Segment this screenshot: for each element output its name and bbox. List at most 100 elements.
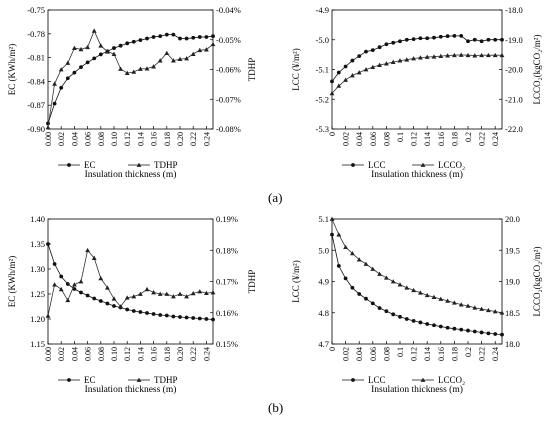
data-point bbox=[397, 58, 403, 63]
data-point bbox=[445, 325, 450, 330]
data-point bbox=[466, 39, 470, 44]
data-point bbox=[452, 326, 457, 331]
y-tick-label: 1.25 bbox=[30, 289, 45, 299]
data-point bbox=[85, 44, 90, 50]
data-point bbox=[177, 56, 183, 62]
data-point bbox=[486, 307, 491, 313]
data-point bbox=[493, 332, 498, 336]
x-tick-label: 0.10 bbox=[110, 347, 119, 361]
data-point bbox=[105, 285, 110, 290]
y-tick-label: -4.9 bbox=[316, 5, 329, 15]
data-point bbox=[151, 290, 156, 295]
data-point bbox=[424, 292, 430, 298]
y-tick-label: 1.15 bbox=[30, 339, 45, 349]
x-tick-label: 0.22 bbox=[478, 132, 487, 146]
legend-marker bbox=[136, 162, 142, 167]
data-point bbox=[98, 299, 103, 303]
data-point bbox=[397, 282, 403, 287]
data-point bbox=[350, 58, 355, 63]
data-point bbox=[391, 40, 396, 45]
data-point bbox=[210, 41, 216, 47]
data-point bbox=[111, 296, 117, 301]
data-point bbox=[356, 257, 362, 262]
data-point bbox=[350, 73, 355, 78]
data-point bbox=[458, 302, 464, 307]
data-point bbox=[197, 316, 202, 321]
data-point bbox=[452, 52, 457, 58]
data-point bbox=[65, 297, 71, 303]
data-point bbox=[336, 83, 342, 88]
x-tick-label: 0.18 bbox=[163, 132, 172, 146]
data-point bbox=[445, 34, 450, 39]
series-LCCO₂ bbox=[329, 52, 505, 96]
data-point bbox=[377, 271, 382, 276]
y-tick-label: 1.35 bbox=[30, 239, 45, 249]
plot-frame bbox=[331, 218, 503, 345]
x-tick-label: 0.02 bbox=[342, 347, 351, 361]
data-point bbox=[45, 313, 51, 318]
data-point bbox=[79, 290, 83, 295]
data-point bbox=[131, 309, 136, 313]
x-tick-label: 0.04 bbox=[355, 347, 364, 361]
x-tick-label: 0.06 bbox=[84, 347, 93, 361]
y-tick-label: 1.40 bbox=[30, 214, 45, 224]
data-point bbox=[178, 315, 182, 319]
data-point bbox=[138, 38, 143, 43]
data-point bbox=[58, 286, 64, 292]
data-point bbox=[418, 290, 423, 295]
data-point bbox=[112, 46, 116, 50]
data-point bbox=[125, 307, 130, 312]
data-point bbox=[336, 232, 342, 237]
y-tick-label: -0.81 bbox=[27, 53, 45, 63]
data-point bbox=[445, 53, 450, 58]
data-point bbox=[118, 66, 123, 71]
data-point bbox=[131, 294, 137, 299]
y-tick-label: -5.2 bbox=[316, 94, 329, 104]
data-point bbox=[145, 36, 149, 41]
x-tick-label: 0.24 bbox=[491, 132, 500, 146]
data-point bbox=[105, 301, 110, 306]
data-point bbox=[499, 310, 505, 315]
y2-tick-label: 19.0 bbox=[505, 277, 520, 287]
panel-label-a: (a) bbox=[268, 190, 283, 205]
data-point bbox=[418, 36, 423, 41]
x-tick-label: 0.08 bbox=[97, 132, 106, 146]
data-point bbox=[486, 331, 491, 336]
x-tick-label: 0.20 bbox=[176, 347, 185, 361]
data-point bbox=[377, 45, 382, 50]
x-tick-label: 0.10 bbox=[110, 132, 119, 146]
data-point bbox=[370, 48, 375, 53]
x-axis-label: Insulation thickness (m) bbox=[371, 169, 463, 180]
legend-label: LCC bbox=[368, 160, 386, 170]
series-line bbox=[331, 218, 503, 314]
data-point bbox=[343, 276, 348, 281]
y-tick-label: -5.3 bbox=[316, 124, 329, 134]
data-point bbox=[65, 282, 70, 286]
data-point bbox=[85, 293, 90, 298]
y2-tick-label: 18.5 bbox=[505, 308, 520, 318]
chart-a-left: -0.75 -0.78 -0.81 -0.84 -0.87 -0.90 -0.04% -0.0… bbox=[7, 5, 257, 180]
data-point bbox=[384, 61, 389, 66]
data-point bbox=[138, 310, 143, 314]
legend-label: LCC bbox=[368, 375, 386, 385]
x-tick-label: 0.24 bbox=[202, 347, 211, 361]
data-point bbox=[425, 36, 430, 41]
y2-tick-label: 0.17% bbox=[216, 277, 238, 287]
y-tick-label: 1.20 bbox=[30, 314, 45, 324]
data-point bbox=[479, 306, 484, 311]
x-tick-label: 0.2 bbox=[464, 347, 473, 357]
data-point bbox=[158, 313, 163, 317]
y-tick-label: -5.1 bbox=[316, 65, 329, 75]
data-point bbox=[171, 314, 176, 319]
legend-marker bbox=[420, 162, 426, 167]
data-point bbox=[492, 309, 498, 314]
y-tick-label: -0.78 bbox=[27, 29, 45, 39]
x-tick-label: 0.1 bbox=[396, 132, 405, 142]
x-tick-label: 0.22 bbox=[478, 347, 487, 361]
data-point bbox=[45, 125, 51, 130]
data-point bbox=[431, 294, 437, 300]
data-point bbox=[85, 247, 90, 253]
data-point bbox=[404, 37, 409, 42]
